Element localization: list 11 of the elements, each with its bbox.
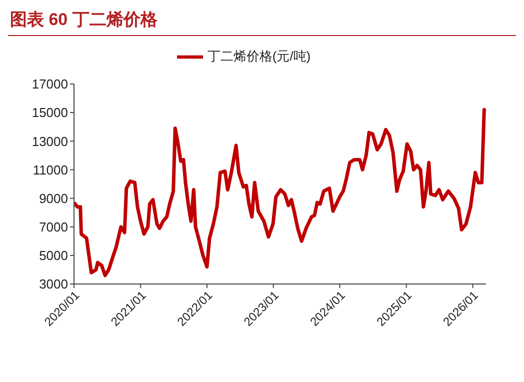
y-tick-label: 11000 bbox=[32, 162, 68, 178]
y-tick-label: 15000 bbox=[32, 105, 68, 120]
line-series bbox=[74, 108, 486, 278]
y-tick-label: 17000 bbox=[32, 76, 68, 92]
chart-title: 图表 60 丁二烯价格 bbox=[8, 8, 516, 36]
y-tick-label: 5000 bbox=[39, 248, 68, 264]
y-tick-label: 13000 bbox=[32, 134, 68, 149]
y-tick-label: 7000 bbox=[39, 219, 68, 234]
legend-label: 丁二烯价格(元/吨) bbox=[207, 48, 311, 64]
y-tick-label: 3000 bbox=[39, 276, 68, 292]
y-tick-label: 9000 bbox=[39, 190, 68, 206]
